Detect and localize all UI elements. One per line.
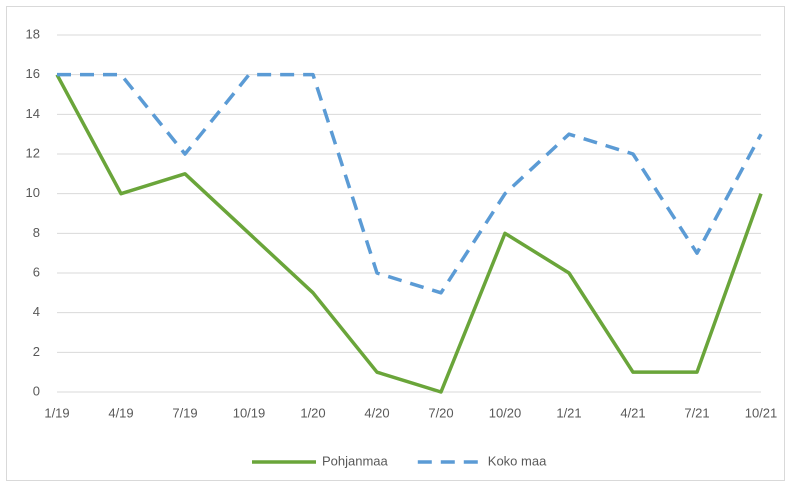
y-tick-label: 14	[26, 106, 40, 121]
x-tick-label: 7/20	[428, 405, 453, 420]
x-tick-label: 1/20	[300, 405, 325, 420]
x-tick-label: 10/20	[489, 405, 522, 420]
y-tick-label: 10	[26, 185, 40, 200]
chart-border	[6, 6, 785, 481]
x-tick-label: 7/19	[172, 405, 197, 420]
x-tick-label: 10/19	[233, 405, 266, 420]
x-tick-label: 7/21	[684, 405, 709, 420]
x-tick-label: 4/21	[620, 405, 645, 420]
y-tick-label: 18	[26, 26, 40, 41]
y-tick-label: 2	[33, 344, 40, 359]
y-tick-label: 6	[33, 264, 40, 279]
y-tick-label: 0	[33, 383, 40, 398]
x-tick-label: 10/21	[745, 405, 778, 420]
x-tick-label: 1/21	[556, 405, 581, 420]
series-line	[57, 72, 763, 295]
y-tick-label: 8	[33, 225, 40, 240]
y-tick-label: 16	[26, 66, 40, 81]
x-tick-label: 1/19	[44, 405, 69, 420]
legend-label: Pohjanmaa	[322, 453, 389, 468]
y-tick-label: 4	[33, 304, 40, 319]
legend-label: Koko maa	[488, 453, 547, 468]
x-tick-label: 4/19	[108, 405, 133, 420]
y-tick-label: 12	[26, 145, 40, 160]
series-line	[55, 73, 763, 394]
x-tick-label: 4/20	[364, 405, 389, 420]
